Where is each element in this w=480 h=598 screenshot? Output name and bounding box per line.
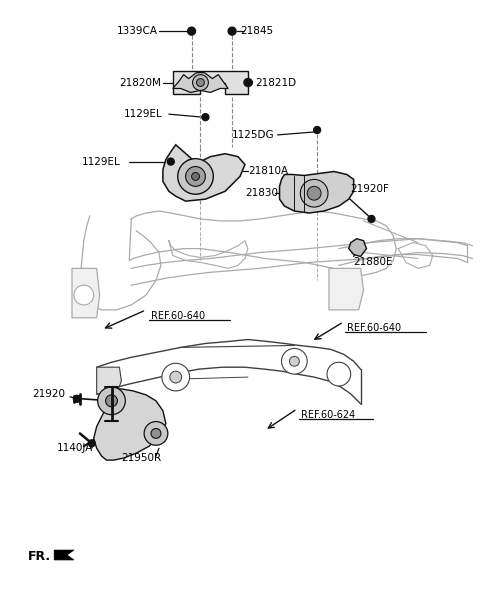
Polygon shape xyxy=(72,269,100,318)
Circle shape xyxy=(196,78,204,87)
Circle shape xyxy=(162,363,190,391)
Circle shape xyxy=(307,187,321,200)
Circle shape xyxy=(170,371,182,383)
Polygon shape xyxy=(329,269,363,310)
Text: 21830: 21830 xyxy=(245,188,278,199)
Polygon shape xyxy=(173,72,228,93)
Circle shape xyxy=(178,158,213,194)
Polygon shape xyxy=(173,71,248,94)
Text: 1125DG: 1125DG xyxy=(232,130,275,140)
Text: 21821D: 21821D xyxy=(255,78,296,87)
Text: 21920: 21920 xyxy=(33,389,65,399)
Circle shape xyxy=(202,114,209,121)
Polygon shape xyxy=(279,172,354,213)
Circle shape xyxy=(327,362,351,386)
Circle shape xyxy=(300,179,328,207)
Text: 21820M: 21820M xyxy=(120,78,161,87)
Circle shape xyxy=(245,79,252,86)
Text: REF.60-624: REF.60-624 xyxy=(301,410,356,420)
Circle shape xyxy=(73,395,80,402)
Circle shape xyxy=(144,422,168,446)
Circle shape xyxy=(192,172,200,181)
Circle shape xyxy=(74,285,94,305)
Circle shape xyxy=(368,215,375,222)
Circle shape xyxy=(97,387,125,414)
Polygon shape xyxy=(54,550,74,560)
Circle shape xyxy=(228,27,236,35)
Polygon shape xyxy=(96,367,121,394)
Circle shape xyxy=(168,158,174,165)
Text: 21810A: 21810A xyxy=(248,166,288,176)
Circle shape xyxy=(151,429,161,438)
Text: 1129EL: 1129EL xyxy=(123,109,162,119)
Text: 21845: 21845 xyxy=(240,26,273,36)
Circle shape xyxy=(88,440,95,447)
Text: FR.: FR. xyxy=(27,551,50,563)
Text: 21880E: 21880E xyxy=(354,257,393,267)
Circle shape xyxy=(281,349,307,374)
Text: 1129EL: 1129EL xyxy=(82,157,120,167)
Circle shape xyxy=(289,356,300,366)
Circle shape xyxy=(188,27,195,35)
Polygon shape xyxy=(94,389,166,460)
Circle shape xyxy=(313,127,321,133)
Circle shape xyxy=(192,75,208,90)
Text: REF.60-640: REF.60-640 xyxy=(151,311,205,321)
Circle shape xyxy=(186,167,205,187)
Text: 21920F: 21920F xyxy=(351,184,390,194)
Polygon shape xyxy=(183,158,203,175)
Polygon shape xyxy=(349,239,367,257)
Text: REF.60-640: REF.60-640 xyxy=(347,323,401,332)
Text: 1339CA: 1339CA xyxy=(117,26,157,36)
Polygon shape xyxy=(163,145,245,201)
Circle shape xyxy=(244,78,252,87)
Circle shape xyxy=(106,395,118,407)
Text: 21950R: 21950R xyxy=(121,453,161,463)
Text: 1140JA: 1140JA xyxy=(57,443,94,453)
